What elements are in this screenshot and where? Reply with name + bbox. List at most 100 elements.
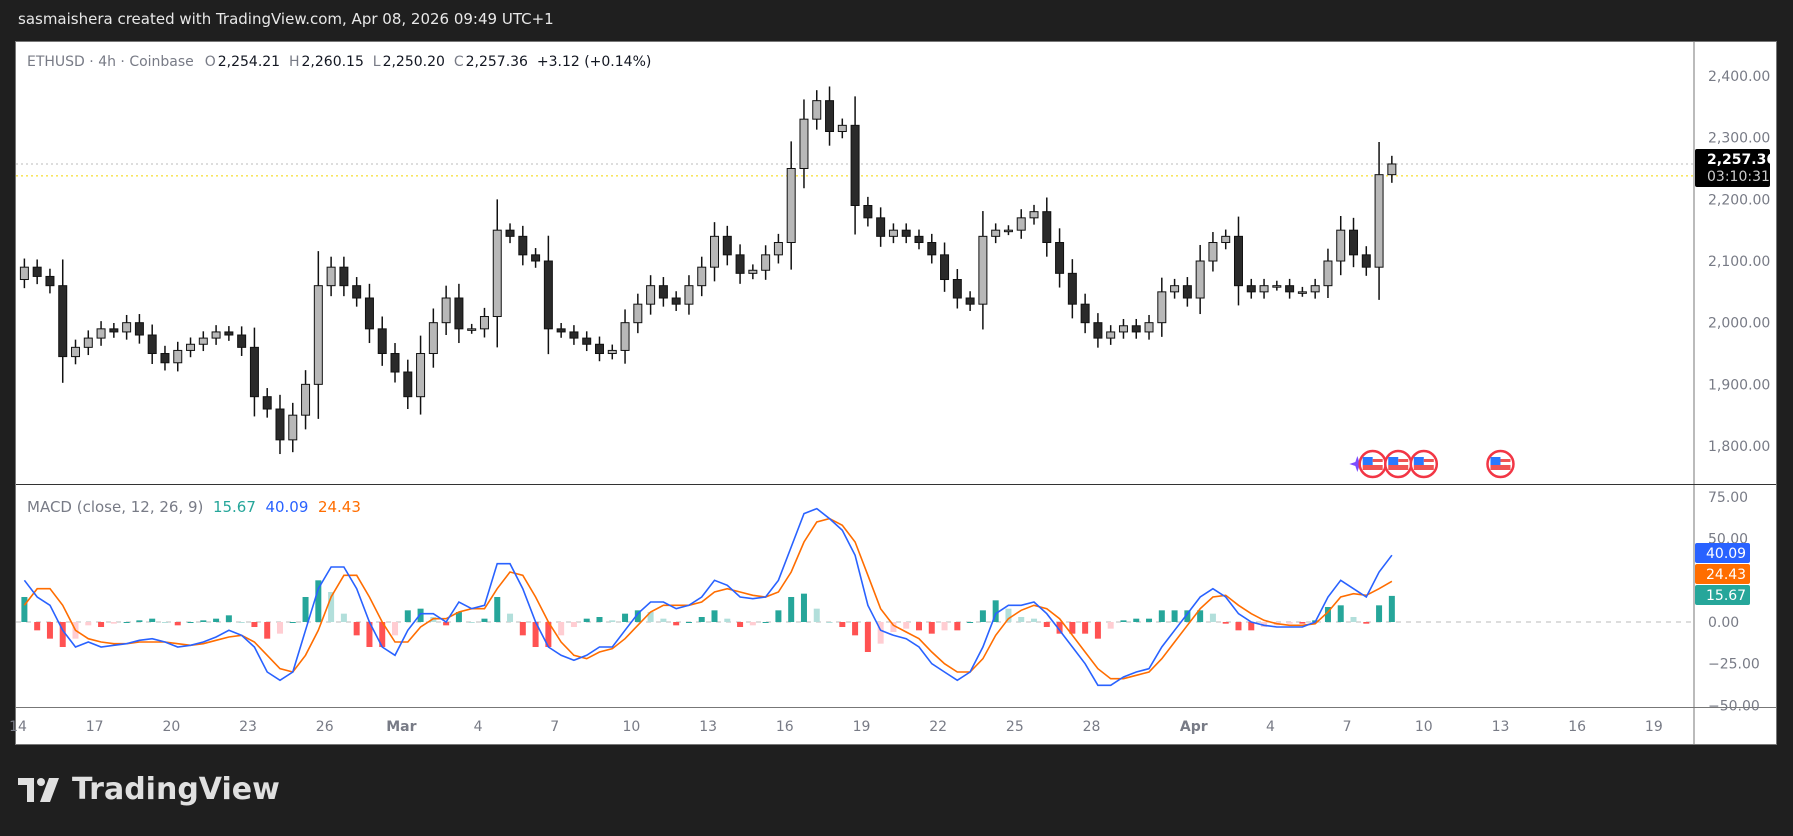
candle <box>1272 280 1282 291</box>
candle-body <box>262 396 272 410</box>
flag-stripe <box>1398 459 1409 462</box>
flag-stripe <box>1500 459 1511 462</box>
candle-body <box>1067 272 1077 305</box>
time-tick-label: 19 <box>1645 719 1663 735</box>
candle-body <box>186 343 196 351</box>
macd-title[interactable]: MACD (close, 12, 26, 9) <box>27 498 204 516</box>
macd-histogram-bar <box>1248 622 1255 631</box>
macd-histogram-bar <box>507 613 514 622</box>
candle-body <box>748 269 758 274</box>
macd-histogram-bar <box>839 622 846 628</box>
time-tick-label: 13 <box>1492 719 1510 735</box>
macd-histogram-bar <box>1324 606 1331 622</box>
macd-histogram-bar <box>302 596 309 622</box>
candle-body <box>1170 285 1180 293</box>
macd-histogram-value: 15.67 <box>212 498 256 516</box>
candle <box>364 283 374 344</box>
macd-histogram-bar <box>788 596 795 622</box>
candle <box>1336 215 1346 276</box>
close-label: C <box>453 54 464 70</box>
macd-histogram-bar <box>1286 622 1293 624</box>
candle-body <box>428 322 438 355</box>
candle <box>1067 259 1077 319</box>
symbol-info[interactable]: ETHUSD · 4h · Coinbase <box>27 54 194 70</box>
candle <box>531 248 541 268</box>
countdown-text: 03:10:31 <box>1707 169 1770 185</box>
candle <box>1055 228 1065 288</box>
candle <box>1310 278 1320 299</box>
candle <box>19 258 29 289</box>
candle-body <box>160 353 170 364</box>
last-price-badge <box>1695 148 1770 187</box>
candle-body <box>173 349 183 364</box>
price-tick-label: 1,900.00 <box>1708 377 1770 393</box>
candle <box>761 245 771 280</box>
candle-body <box>1131 325 1141 333</box>
macd-signal-line <box>23 517 1393 680</box>
macd-histogram-bar <box>276 622 283 634</box>
candle <box>1221 229 1231 250</box>
candle <box>301 370 311 430</box>
candle-body <box>1016 217 1026 231</box>
candle <box>122 314 132 340</box>
candle-body <box>403 371 413 398</box>
candle-body <box>825 100 835 133</box>
macd-line-value: 40.09 <box>265 498 309 516</box>
time-tick-label: 16 <box>1568 719 1586 735</box>
candle <box>134 314 144 344</box>
candle-body <box>684 285 694 305</box>
candle-body <box>249 346 259 398</box>
flag-stripe <box>1362 465 1383 470</box>
candle <box>1349 217 1359 268</box>
candle-body <box>147 334 157 355</box>
candle-body <box>518 235 528 256</box>
candle-body <box>773 242 783 256</box>
candle-body <box>492 229 502 318</box>
price-tick-label: 2,100.00 <box>1708 254 1770 270</box>
candle <box>467 323 477 334</box>
candle-body <box>658 285 668 299</box>
candle <box>1297 286 1307 297</box>
macd-histogram-bar <box>1197 610 1204 622</box>
candle-body <box>863 205 873 219</box>
candle <box>377 316 387 366</box>
candle-body <box>1093 322 1103 339</box>
time-tick-label: 23 <box>239 719 257 735</box>
flag-canton <box>1413 457 1424 465</box>
candle <box>837 118 847 139</box>
candle-body <box>991 229 1001 237</box>
candle-body <box>1144 322 1154 333</box>
time-tick-label: Mar <box>386 719 416 735</box>
macd-histogram-bar <box>979 610 986 622</box>
macd-histogram-bar <box>749 622 756 626</box>
macd-histogram-bar <box>800 593 807 622</box>
candle <box>58 259 68 383</box>
macd-histogram-bar <box>213 618 220 622</box>
macd-histogram-bar <box>392 622 399 636</box>
candle <box>326 256 336 297</box>
price-tick-label: 2,300.00 <box>1708 131 1770 147</box>
time-tick-label: 26 <box>316 719 334 735</box>
candle <box>876 207 886 247</box>
macd-histogram-bar <box>46 622 53 639</box>
candle <box>1016 209 1026 239</box>
macd-histogram-bar <box>1120 620 1127 622</box>
attribution-text: sasmaishera created with TradingView.com… <box>18 10 554 28</box>
candle <box>1157 277 1167 337</box>
macd-histogram-bar <box>596 616 603 622</box>
macd-histogram-bar <box>98 622 105 628</box>
time-tick-label: 22 <box>929 719 947 735</box>
candle-body <box>352 285 362 299</box>
candle-body <box>940 254 950 281</box>
candle <box>965 291 975 311</box>
macd-histogram-bar <box>21 596 28 622</box>
candle-body <box>722 235 732 256</box>
candle-body <box>1297 291 1307 294</box>
macd-histogram-bar <box>468 622 475 623</box>
high-label: H <box>288 54 300 70</box>
open-value: 2,254.21 <box>217 54 281 70</box>
candle-body <box>275 408 285 441</box>
macd-histogram-bar <box>660 618 667 622</box>
macd-histogram-bar <box>532 622 539 648</box>
